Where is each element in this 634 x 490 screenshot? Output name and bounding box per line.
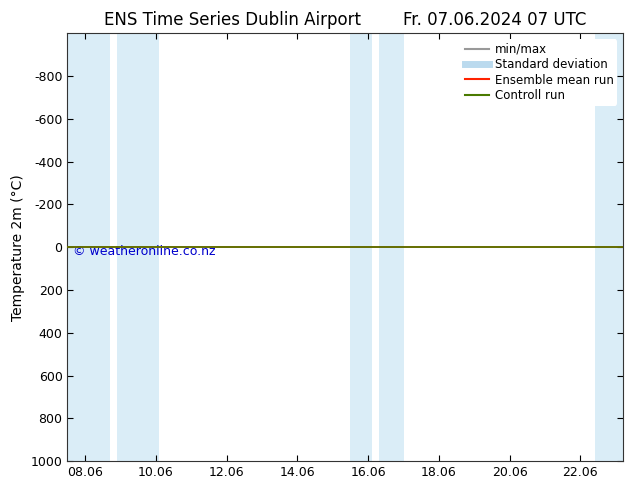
Legend: min/max, Standard deviation, Ensemble mean run, Controll run: min/max, Standard deviation, Ensemble me…: [462, 39, 617, 105]
Bar: [351, 33, 372, 461]
Y-axis label: Temperature 2m (°C): Temperature 2m (°C): [11, 174, 25, 320]
Text: © weatheronline.co.nz: © weatheronline.co.nz: [73, 245, 216, 258]
Bar: [117, 33, 159, 461]
Bar: [67, 33, 110, 461]
Bar: [595, 33, 623, 461]
Bar: [378, 33, 403, 461]
Title: ENS Time Series Dublin Airport        Fr. 07.06.2024 07 UTC: ENS Time Series Dublin Airport Fr. 07.06…: [104, 11, 586, 29]
